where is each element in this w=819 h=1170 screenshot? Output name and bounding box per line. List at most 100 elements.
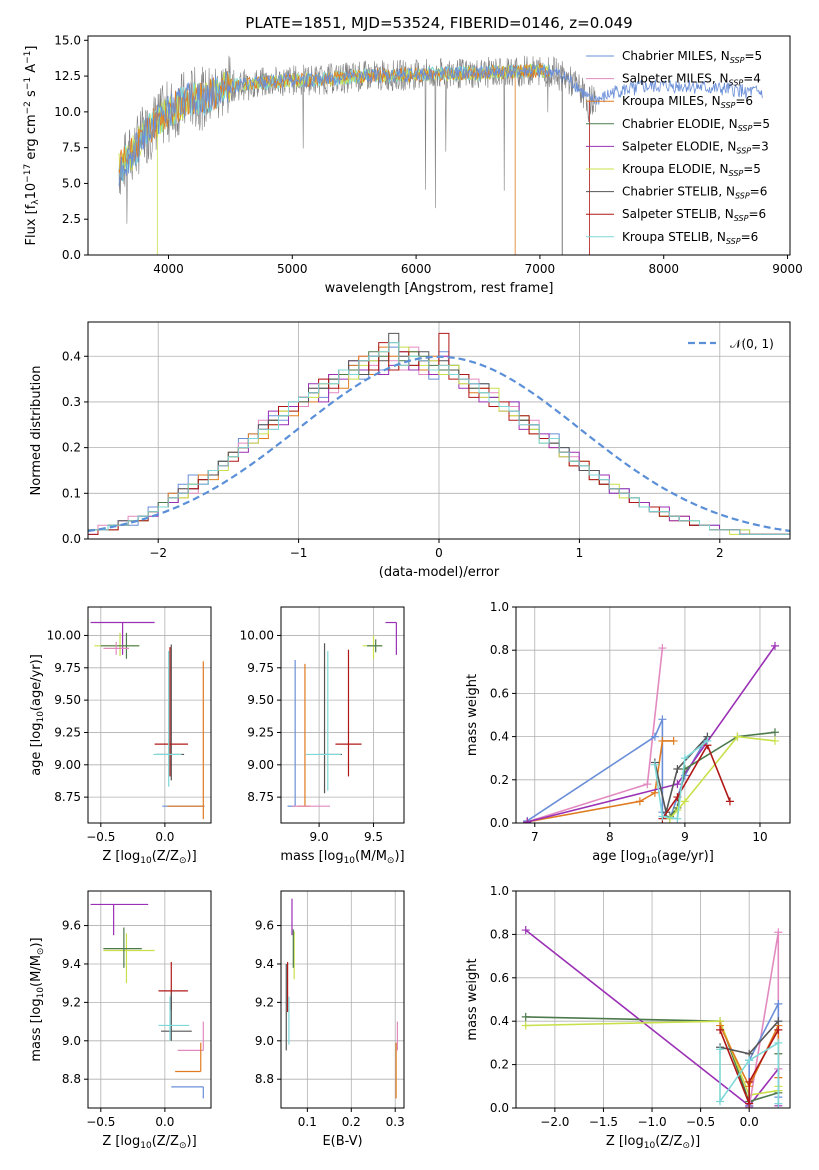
axes-frame xyxy=(515,890,791,1109)
legend-entry: Chabrier MILES, NSSP=5 xyxy=(622,49,762,65)
y-tick-label: 10.00 xyxy=(240,628,274,642)
point-kroupa-miles xyxy=(175,1042,202,1073)
y-tick-label: 15.0 xyxy=(54,33,81,47)
x-tick-label: 10 xyxy=(752,830,767,844)
ticks: 4000 5000 6000 7000 8000 9000 0.0 2.5 5.0 7.5 10.0… xyxy=(54,33,803,276)
x-tick-label: 2 xyxy=(716,546,724,560)
x-tick-label: 9000 xyxy=(772,262,803,276)
ticks: 9.0 9.5 8.75 9.00 9.25 9.50 9.75 10.00 xyxy=(240,628,383,844)
weight-marker xyxy=(680,754,689,763)
ticks: 7 8 9 10 0.0 0.2 0.4 0.6 0.8 1.0 xyxy=(490,600,768,844)
y-tick-label: 0.0 xyxy=(62,248,81,262)
x-tick-label: 0.3 xyxy=(386,1115,405,1129)
x-tick-label: 0.1 xyxy=(298,1115,317,1129)
y-tick-label: 0.6 xyxy=(490,971,509,985)
x-tick-label: 9.0 xyxy=(310,830,329,844)
y-tick-label: 0.4 xyxy=(490,1014,509,1028)
legend-entry: 𝒩(0, 1) xyxy=(730,337,774,351)
weight-line-salpeter-miles xyxy=(748,932,780,1108)
x-tick-label: 5000 xyxy=(277,262,308,276)
axes-frame xyxy=(87,321,791,540)
plot-area xyxy=(285,898,399,1099)
y-axis-label: mass weight xyxy=(465,958,480,1040)
x-tick-label: 4000 xyxy=(153,262,184,276)
x-axis-label: Z [log10(Z/Z⊙)] xyxy=(606,1134,700,1151)
point-kroupa-miles xyxy=(167,661,204,820)
weight-marker xyxy=(643,780,652,789)
model-spectrum-chabrier-miles xyxy=(118,64,763,187)
x-axis-label: E(B-V) xyxy=(322,1134,362,1149)
weight-marker xyxy=(635,797,644,806)
plot-area xyxy=(90,903,204,1099)
weight-marker xyxy=(745,1099,754,1108)
axes-frame xyxy=(87,35,791,256)
point-kroupa-stelib xyxy=(306,650,341,791)
point-chabrier-elodie xyxy=(366,639,383,653)
point-salpeter-stelib xyxy=(335,649,362,777)
y-tick-label: 9.6 xyxy=(255,919,274,933)
x-axis-label: (data-model)/error xyxy=(379,565,500,580)
y-tick-label: 0.1 xyxy=(62,486,81,500)
normal-curve xyxy=(88,355,790,533)
y-tick-label: 7.5 xyxy=(62,141,81,155)
point-chabrier-stelib xyxy=(161,992,192,1041)
y-tick-label: 8.8 xyxy=(255,1072,274,1086)
weight-marker xyxy=(658,715,667,724)
y-tick-label: 0.2 xyxy=(490,773,509,787)
y-tick-label: 0.8 xyxy=(490,643,509,657)
x-tick-label: 0 xyxy=(435,546,443,560)
weight-marker xyxy=(733,732,742,741)
legend: Chabrier MILES, NSSP=5 Salpeter MILES, NS… xyxy=(586,49,770,246)
y-tick-label: 9.2 xyxy=(62,995,81,1009)
plot-area xyxy=(521,926,783,1108)
point-salpeter-elodie xyxy=(385,621,397,655)
y-tick-label: 1.0 xyxy=(490,884,509,898)
weight-marker xyxy=(650,760,659,769)
ticks: −2.0 −1.5 −1.0 −0.5 0.0 0.0 0.2 0.4 0.6 0.8 1.0 xyxy=(490,884,759,1129)
legend-entry: Salpeter STELIB, NSSP=6 xyxy=(622,207,766,223)
x-tick-label: 7000 xyxy=(525,262,556,276)
axes-frame xyxy=(280,606,405,824)
y-tick-label: 8.8 xyxy=(62,1072,81,1086)
y-tick-label: 9.50 xyxy=(54,693,81,707)
panel-weight-vs-age: 7 8 9 10 0.0 0.2 0.4 0.6 0.8 1.0 age [log10(age/yr… xyxy=(465,600,791,866)
weight-marker xyxy=(774,1099,783,1108)
x-tick-label: −0.5 xyxy=(86,830,115,844)
plot-area xyxy=(118,55,763,255)
legend-entry: Kroupa MILES, NSSP=6 xyxy=(622,94,753,110)
panel-spectrum: 4000 5000 6000 7000 8000 9000 0.0 2.5 5.0 7.5 10.0… xyxy=(23,33,803,296)
weight-marker xyxy=(774,1017,783,1026)
weight-marker xyxy=(680,765,689,773)
x-tick-label: 9.5 xyxy=(364,830,383,844)
y-tick-label: 12.5 xyxy=(54,69,81,83)
ticks: 0.1 0.2 0.3 8.8 9.0 9.2 9.4 9.6 xyxy=(255,919,405,1129)
y-tick-label: 0.3 xyxy=(62,395,81,409)
y-tick-label: 9.6 xyxy=(62,919,81,933)
legend-entry: Kroupa STELIB, NSSP=6 xyxy=(622,230,758,246)
weight-line-salpeter-stelib xyxy=(719,1029,779,1104)
y-tick-label: 9.25 xyxy=(54,725,81,739)
x-axis-label: wavelength [Angstrom, rest frame] xyxy=(325,281,554,296)
weight-marker xyxy=(650,732,659,741)
ticks: −0.5 0.0 8.8 9.0 9.2 9.4 9.6 xyxy=(62,919,175,1129)
x-tick-label: −1.5 xyxy=(589,1115,618,1129)
ticks: −0.5 0.0 8.75 9.00 9.25 9.50 9.75 10.00 xyxy=(47,628,175,844)
point-chabrier-stelib xyxy=(319,643,342,794)
axes-frame xyxy=(87,606,212,824)
point-chabrier-elodie xyxy=(103,927,142,968)
axes-frame xyxy=(87,890,212,1109)
weight-marker xyxy=(658,812,667,821)
y-tick-label: 0.2 xyxy=(62,441,81,455)
legend-entry: Salpeter ELODIE, NSSP=3 xyxy=(622,139,769,155)
y-tick-label: 0.0 xyxy=(490,816,509,830)
plot-area xyxy=(523,641,779,823)
weight-marker xyxy=(680,797,689,806)
y-tick-label: 9.00 xyxy=(54,758,81,772)
weight-marker xyxy=(658,736,667,745)
y-tick-label: 8.75 xyxy=(54,790,81,804)
y-tick-label: 0.6 xyxy=(490,686,509,700)
axes-frame xyxy=(515,606,791,824)
plot-area xyxy=(287,621,397,807)
y-tick-label: 0.0 xyxy=(490,1101,509,1115)
